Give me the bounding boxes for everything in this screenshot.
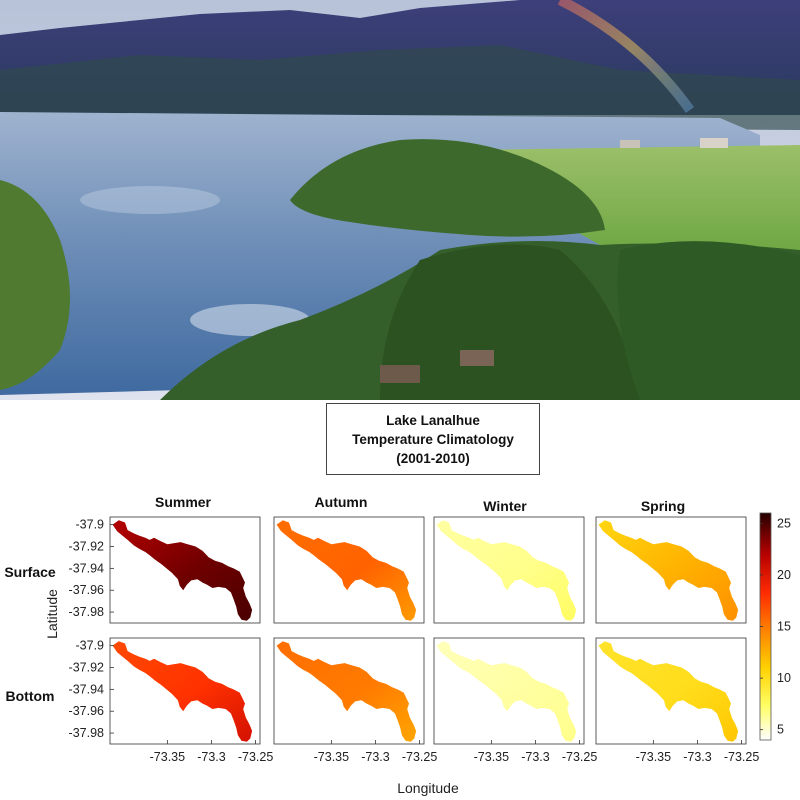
y-tick-label: -37.9 — [76, 639, 105, 653]
col-title-summer: Summer — [155, 494, 212, 510]
y-tick-label: -37.92 — [69, 540, 104, 554]
x-tick-label: -73.35 — [150, 750, 185, 764]
lake-surface-7 — [598, 641, 739, 742]
panel-bottom-winter — [433, 637, 585, 745]
row-title-bottom: Bottom — [6, 688, 55, 704]
lake-surface-6 — [436, 641, 577, 742]
colorbar-tick-label: 5 — [777, 723, 784, 737]
lake-surface-5 — [276, 641, 417, 742]
colorbar: 25 20 15 10 5 — [759, 512, 791, 741]
title-line-2: Temperature Climatology — [352, 431, 514, 447]
x-tick-label: -73.35 — [314, 750, 349, 764]
panel-surface-autumn — [273, 516, 425, 624]
col-title-winter: Winter — [483, 498, 527, 514]
lake-surface-0 — [112, 520, 253, 621]
y-tick-label: -37.96 — [69, 704, 104, 718]
y-tick-label: -37.94 — [69, 561, 104, 575]
panel-bottom-spring — [595, 637, 747, 745]
temperature-heatmap-figure: Summer Autumn Winter Spring Surface Bott… — [4, 494, 791, 796]
x-tick-label: -73.3 — [683, 750, 712, 764]
y-axis-label: Latitude — [44, 589, 60, 639]
x-tick-label: -73.3 — [521, 750, 550, 764]
lake-surface-2 — [436, 520, 577, 621]
lake-landscape-photo — [0, 0, 800, 400]
colorbar-tick-label: 15 — [777, 620, 791, 634]
y-tick-label: -37.98 — [69, 605, 104, 619]
colorbar-tick-label: 20 — [777, 568, 791, 582]
x-tick-label: -73.25 — [724, 750, 759, 764]
x-tick-label: -73.3 — [197, 750, 226, 764]
x-tick-label: -73.35 — [636, 750, 671, 764]
panel-surface-summer — [109, 516, 261, 624]
lake-surface-4 — [112, 641, 253, 742]
colorbar-ticks: 25 20 15 10 5 — [760, 516, 791, 737]
x-tick-label: -73.35 — [474, 750, 509, 764]
title-line-3: (2001-2010) — [396, 450, 470, 466]
x-axis-label: Longitude — [397, 780, 459, 796]
y-tick-label: -37.9 — [76, 518, 105, 532]
title-line-1: Lake Lanalhue — [386, 412, 480, 428]
y-tick-label: -37.96 — [69, 583, 104, 597]
col-title-autumn: Autumn — [315, 494, 368, 510]
y-tick-label: -37.92 — [69, 661, 104, 675]
panel-surface-spring — [595, 516, 747, 624]
panels-layer — [109, 516, 747, 745]
row-title-surface: Surface — [4, 564, 56, 580]
x-tick-label: -73.25 — [238, 750, 273, 764]
chart-title-box: Lake Lanalhue Temperature Climatology (2… — [326, 403, 540, 475]
labels-layer: Summer Autumn Winter Spring Surface Bott… — [4, 494, 759, 796]
x-tick-label: -73.25 — [402, 750, 437, 764]
panel-bottom-summer — [109, 637, 261, 745]
x-tick-label: -73.3 — [361, 750, 390, 764]
col-title-spring: Spring — [641, 498, 685, 514]
y-tick-label: -37.98 — [69, 726, 104, 740]
y-tick-label: -37.94 — [69, 682, 104, 696]
panel-surface-winter — [433, 516, 585, 624]
panel-bottom-autumn — [273, 637, 425, 745]
colorbar-tick-label: 10 — [777, 671, 791, 685]
x-tick-label: -73.25 — [562, 750, 597, 764]
colorbar-tick-label: 25 — [777, 516, 791, 530]
lake-surface-1 — [276, 520, 417, 621]
lake-surface-3 — [598, 520, 739, 621]
